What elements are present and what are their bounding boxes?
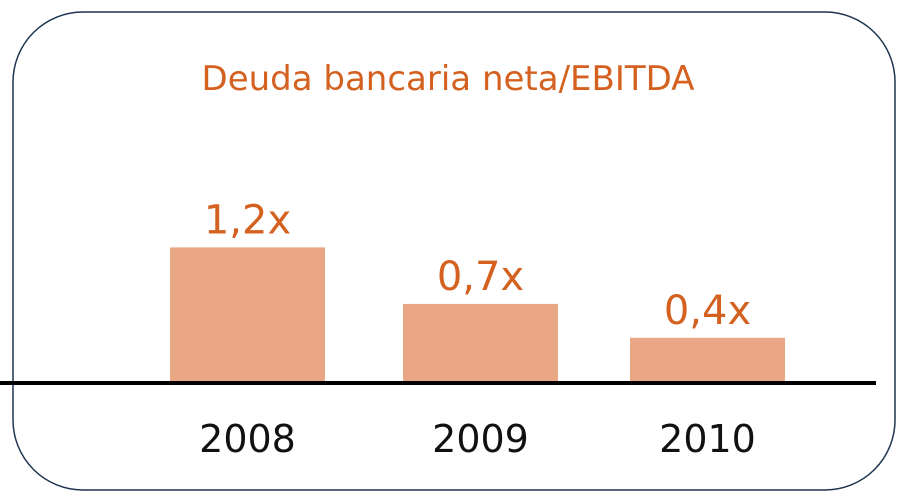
x-tick-label: 2009 [432,417,529,461]
frame [12,11,896,491]
value-label: 1,2x [204,197,291,243]
value-label: 0,7x [437,254,524,300]
x-tick-label: 2010 [659,417,756,461]
bar [170,247,325,383]
chart-title: Deuda bancaria neta/EBITDA [202,59,695,99]
bar [630,337,785,383]
value-label: 0,4x [664,288,751,334]
x-tick-label: 2008 [199,417,296,461]
bar [403,303,558,383]
